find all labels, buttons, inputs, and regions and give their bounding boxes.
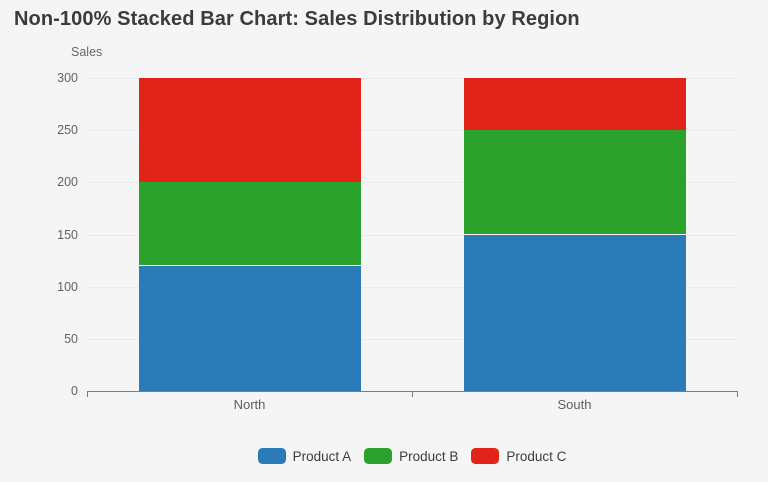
gridline-300 [87, 78, 737, 79]
bar-segment-north-product-a[interactable] [139, 266, 361, 391]
y-tick-label-250: 250 [57, 123, 78, 137]
legend-item-product-b[interactable]: Product B [364, 448, 458, 464]
legend-label: Product B [399, 448, 459, 464]
gridline-200 [87, 182, 737, 183]
y-axis-title: Sales [71, 45, 103, 59]
gridline-150 [87, 235, 737, 236]
bar-segment-south-product-a[interactable] [464, 235, 686, 392]
y-tick-label-50: 50 [64, 332, 78, 346]
legend-swatch-product-c [471, 448, 500, 464]
x-tick-label-south: South [557, 397, 592, 412]
gridline-100 [87, 287, 737, 288]
x-tick-label-north: North [233, 397, 266, 412]
y-tick-label-300: 300 [57, 71, 78, 85]
plot-area [87, 78, 737, 392]
bar-segment-south-product-c[interactable] [464, 78, 686, 130]
y-tick-label-200: 200 [57, 175, 78, 189]
legend-label: Product C [506, 448, 567, 464]
legend-swatch-product-b [364, 448, 393, 464]
bar-segment-south-product-b[interactable] [464, 130, 686, 234]
y-tick-label-150: 150 [57, 228, 78, 242]
gridline-250 [87, 130, 737, 131]
bar-segment-north-product-c[interactable] [139, 78, 361, 182]
x-axis-tick [412, 391, 413, 397]
bar-segment-north-product-b[interactable] [139, 182, 361, 265]
legend-swatch-product-a [257, 448, 286, 464]
legend-label: Product A [292, 448, 352, 464]
gridline-50 [87, 339, 737, 340]
y-tick-label-100: 100 [57, 280, 78, 294]
legend-item-product-a[interactable]: Product A [257, 448, 352, 464]
legend-item-product-c[interactable]: Product C [471, 448, 566, 464]
x-axis-tick [737, 391, 738, 397]
x-axis-tick [87, 391, 88, 397]
chart-title: Non-100% Stacked Bar Chart: Sales Distri… [14, 8, 580, 30]
y-tick-label-0: 0 [71, 384, 78, 398]
legend: Product A Product B Product C [87, 448, 737, 464]
